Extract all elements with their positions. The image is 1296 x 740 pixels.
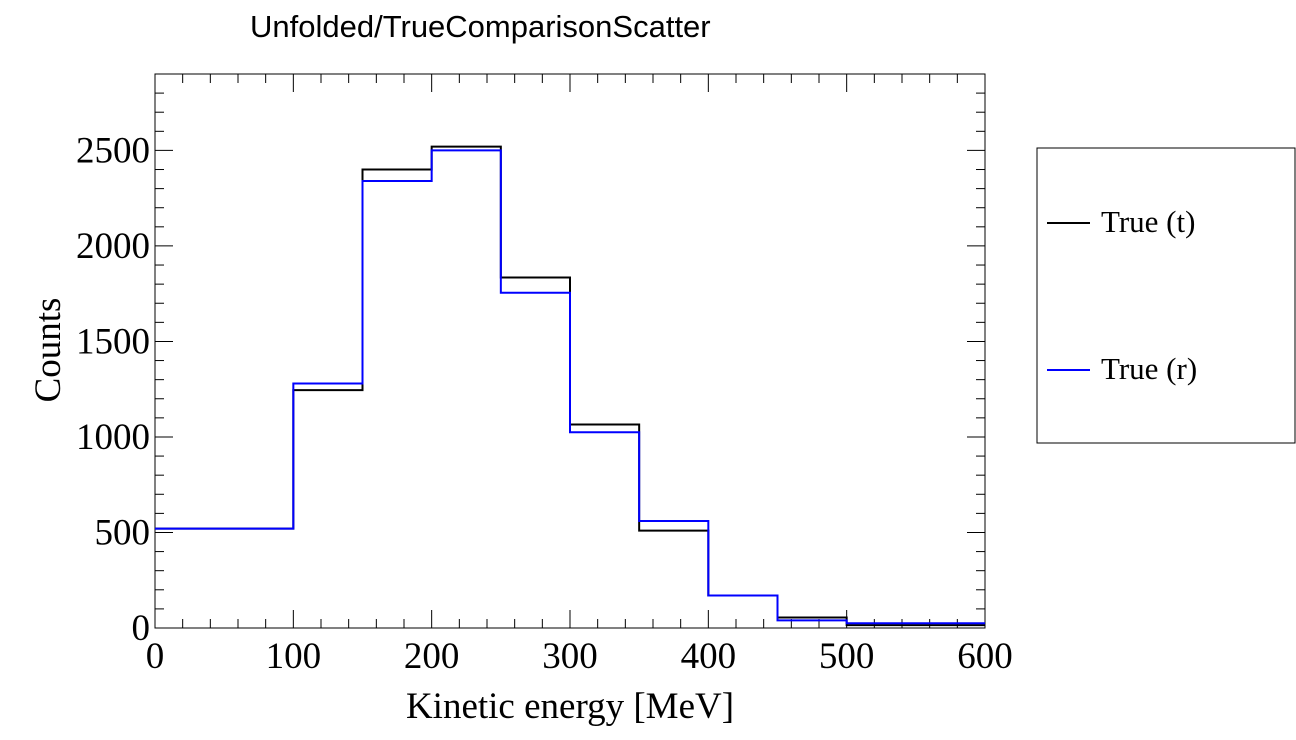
y-tick-label: 2000 bbox=[76, 226, 150, 267]
legend-box bbox=[1036, 147, 1296, 444]
series-line-1 bbox=[155, 149, 985, 625]
legend-label-true-t: True (t) bbox=[1101, 204, 1195, 239]
legend: True (t) True (r) bbox=[1036, 147, 1296, 444]
x-axis-label: Kinetic energy [MeV] bbox=[406, 686, 734, 727]
y-tick-label: 500 bbox=[95, 512, 151, 553]
chart-title: Unfolded/TrueComparisonScatter bbox=[250, 9, 711, 44]
y-tick-label: 0 bbox=[132, 608, 151, 649]
y-axis: 0 500 1000 1500 2000 2500 bbox=[76, 92, 985, 649]
y-tick-label: 1000 bbox=[76, 417, 150, 458]
x-tick-label: 0 bbox=[146, 636, 165, 677]
x-tick-label: 100 bbox=[266, 636, 322, 677]
y-axis-label: Counts bbox=[28, 298, 69, 403]
y-tick-label: 1500 bbox=[76, 321, 150, 362]
y-tick-label: 2500 bbox=[76, 130, 150, 171]
legend-label-true-r: True (r) bbox=[1101, 351, 1197, 386]
x-tick-label: 200 bbox=[404, 636, 460, 677]
x-tick-label: 400 bbox=[681, 636, 737, 677]
x-tick-label: 300 bbox=[542, 636, 598, 677]
x-tick-label: 500 bbox=[819, 636, 875, 677]
x-axis: 0 100 200 300 400 500 600 bbox=[146, 74, 1013, 677]
x-tick-label: 600 bbox=[957, 636, 1013, 677]
series-layer bbox=[155, 145, 985, 627]
